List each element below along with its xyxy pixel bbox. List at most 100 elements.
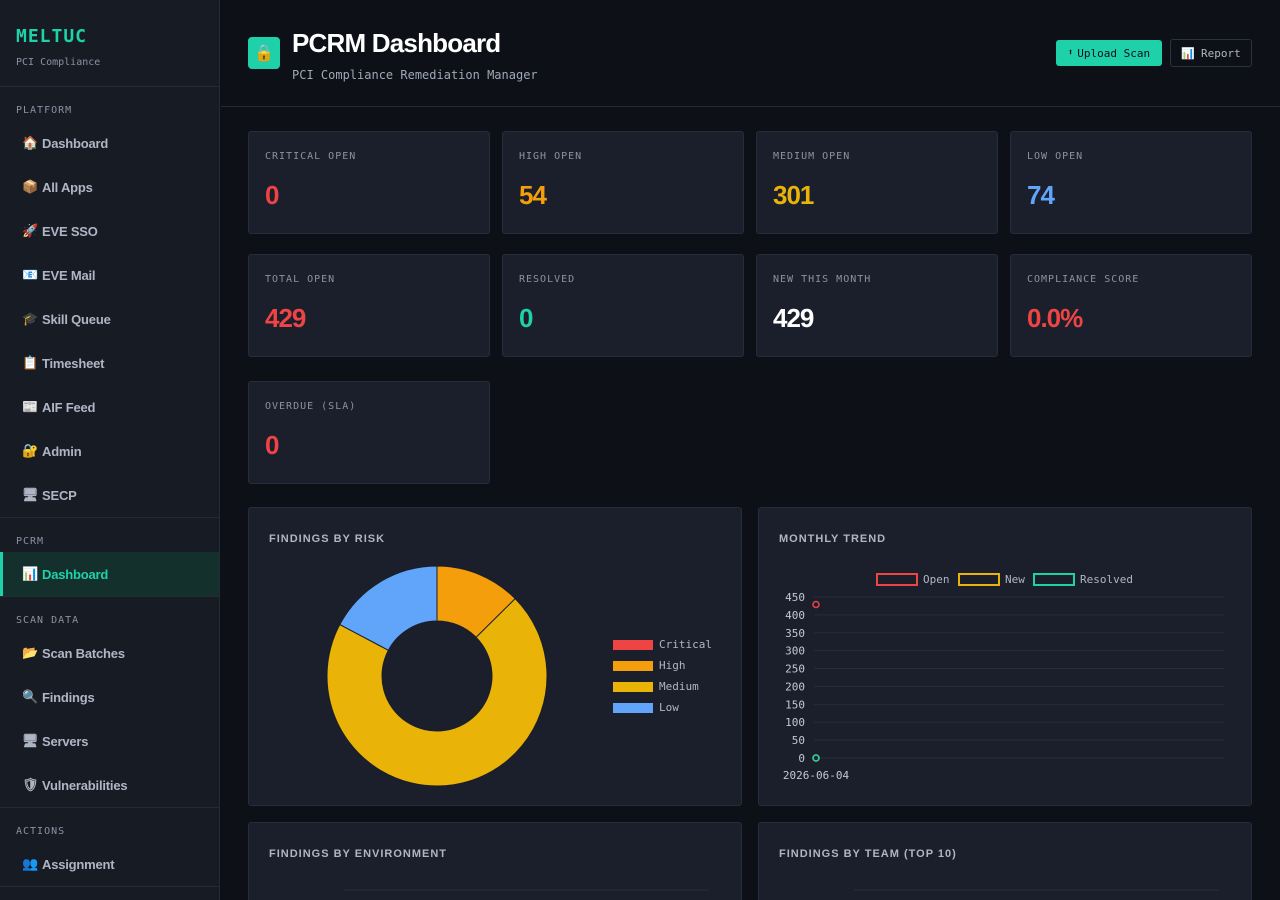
lock-icon: 🔒 bbox=[248, 37, 280, 69]
sidebar-item-label: SECP bbox=[42, 487, 77, 503]
stat-card-resolved: RESOLVED 0 bbox=[502, 254, 744, 357]
donut-slice-medium[interactable] bbox=[326, 597, 548, 787]
folder-icon: 📂 bbox=[22, 645, 38, 660]
report-label: Report bbox=[1200, 46, 1241, 60]
legend-item-new[interactable]: New bbox=[958, 573, 1025, 586]
legend-item-medium[interactable]: Medium bbox=[613, 680, 699, 693]
report-icon: 📊 bbox=[1181, 46, 1195, 60]
environment-chart-area bbox=[344, 889, 709, 891]
stat-label: CRITICAL OPEN bbox=[265, 151, 357, 162]
sidebar-item-all-apps[interactable]: 📦 All Apps bbox=[0, 165, 219, 209]
x-tick-label: 2026-06-04 bbox=[783, 769, 850, 782]
clipboard-icon: 📋 bbox=[22, 355, 38, 370]
legend-item-resolved[interactable]: Resolved bbox=[1033, 573, 1133, 586]
sidebar-item-label: All Apps bbox=[42, 179, 93, 195]
report-button[interactable]: 📊 Report bbox=[1170, 39, 1252, 67]
sidebar-item-label: Admin bbox=[42, 443, 82, 459]
people-icon: 👥 bbox=[22, 856, 38, 871]
donut-slice-low[interactable] bbox=[339, 565, 438, 651]
sidebar-item-timesheet[interactable]: 📋 Timesheet bbox=[0, 341, 219, 385]
sidebar-item-dashboard[interactable]: 📊 Dashboard bbox=[0, 552, 219, 596]
sidebar-item-label: Assignment bbox=[42, 856, 115, 872]
monitor-icon: 🖥 bbox=[22, 487, 39, 502]
point-open[interactable] bbox=[812, 600, 820, 609]
bar-chart-icon: 📊 bbox=[22, 566, 38, 581]
nav-section-title: ACTIONS bbox=[16, 826, 66, 837]
y-tick-label: 350 bbox=[785, 627, 805, 640]
sidebar-item-vulnerabilities[interactable]: 🛡 Vulnerabilities bbox=[0, 763, 219, 807]
sidebar-item-skill-queue[interactable]: 🎓 Skill Queue bbox=[0, 297, 219, 341]
stat-card-compliance-score: COMPLIANCE SCORE 0.0% bbox=[1010, 254, 1252, 357]
nav-section-pcrm: PCRM 📊 Dashboard bbox=[0, 518, 219, 597]
sidebar-item-label: Timesheet bbox=[42, 355, 105, 371]
page-title: PCRM Dashboard bbox=[292, 28, 501, 58]
monthly-trend-panel: MONTHLY TREND Open New Resolved 450 400 350 3… bbox=[758, 507, 1252, 806]
mail-icon: 📧 bbox=[22, 267, 38, 282]
legend-item-open[interactable]: Open bbox=[876, 573, 950, 586]
legend-item-critical[interactable]: Critical bbox=[613, 638, 712, 651]
graduation-cap-icon: 🎓 bbox=[22, 311, 38, 326]
point-resolved[interactable] bbox=[812, 754, 820, 762]
monthly-trend-title: MONTHLY TREND bbox=[779, 533, 887, 545]
stat-value: 74 bbox=[1027, 180, 1055, 210]
house-icon: 🏠 bbox=[22, 135, 38, 150]
nav-section-title: SCAN DATA bbox=[16, 615, 80, 626]
findings-by-team-title: FINDINGS BY TEAM (TOP 10) bbox=[779, 848, 957, 860]
monitor-icon: 🖥 bbox=[22, 733, 39, 748]
findings-by-risk-panel: FINDINGS BY RISK Critical High Medium Low bbox=[248, 507, 742, 806]
nav-section-title: PCRM bbox=[16, 536, 45, 547]
upload-scan-button[interactable]: ⬆ Upload Scan bbox=[1056, 40, 1162, 66]
nav-section-actions: ACTIONS 👥 Assignment bbox=[0, 808, 219, 887]
findings-by-environment-title: FINDINGS BY ENVIRONMENT bbox=[269, 848, 448, 860]
page-header: 🔒 PCRM Dashboard PCI Compliance Remediat… bbox=[221, 0, 1280, 107]
stat-value: 429 bbox=[265, 303, 306, 333]
stat-card-low-open: LOW OPEN 74 bbox=[1010, 131, 1252, 234]
sidebar-item-label: Dashboard bbox=[42, 566, 109, 582]
upload-scan-label: Upload Scan bbox=[1077, 46, 1151, 60]
stat-label: COMPLIANCE SCORE bbox=[1027, 274, 1140, 285]
stat-card-medium-open: MEDIUM OPEN 301 bbox=[756, 131, 998, 234]
sidebar-item-label: Vulnerabilities bbox=[42, 777, 128, 793]
stat-value: 54 bbox=[519, 180, 547, 210]
sidebar-item-scan-batches[interactable]: 📂 Scan Batches bbox=[0, 631, 219, 675]
nav-section-scan-data: SCAN DATA 📂 Scan Batches 🔍 Findings 🖥 Servers 🛡… bbox=[0, 597, 219, 808]
monthly-trend-chart: 450 400 350 300 250 200 150 100 50 0 2026-06-04 bbox=[783, 591, 1224, 782]
legend-item-high[interactable]: High bbox=[613, 659, 686, 672]
legend-swatch bbox=[613, 639, 653, 650]
page-subtitle: PCI Compliance Remediation Manager bbox=[292, 68, 538, 82]
sidebar-item-servers[interactable]: 🖥 Servers bbox=[0, 719, 219, 763]
newspaper-icon: 📰 bbox=[22, 399, 38, 414]
brand-name[interactable]: MELTUC bbox=[16, 26, 88, 47]
stat-value: 0 bbox=[265, 180, 280, 210]
stat-label: RESOLVED bbox=[519, 274, 576, 285]
legend-label: New bbox=[1005, 573, 1025, 586]
risk-donut-chart bbox=[326, 565, 548, 787]
stat-card-critical-open: CRITICAL OPEN 0 bbox=[248, 131, 490, 234]
sidebar-item-findings[interactable]: 🔍 Findings bbox=[0, 675, 219, 719]
brand: MELTUC PCI Compliance bbox=[0, 0, 219, 87]
sidebar-item-label: Dashboard bbox=[42, 135, 109, 151]
sidebar-item-eve-sso[interactable]: 🚀 EVE SSO bbox=[0, 209, 219, 253]
sidebar-item-assignment[interactable]: 👥 Assignment bbox=[0, 842, 219, 886]
sidebar-item-admin[interactable]: 🔐 Admin bbox=[0, 429, 219, 473]
legend-swatch bbox=[613, 660, 653, 671]
shield-icon: 🛡 bbox=[22, 777, 39, 792]
y-tick-label: 250 bbox=[785, 663, 805, 676]
stat-value: 429 bbox=[773, 303, 814, 333]
package-icon: 📦 bbox=[22, 179, 38, 194]
sidebar-item-aif-feed[interactable]: 📰 AIF Feed bbox=[0, 385, 219, 429]
stat-card-new-this-month: NEW THIS MONTH 429 bbox=[756, 254, 998, 357]
sidebar-item-secp[interactable]: 🖥 SECP bbox=[0, 473, 219, 517]
legend-swatch bbox=[958, 573, 1000, 586]
team-chart-area bbox=[854, 889, 1219, 891]
y-tick-label: 300 bbox=[785, 645, 805, 658]
y-tick-label: 0 bbox=[798, 752, 805, 765]
findings-by-team-panel: FINDINGS BY TEAM (TOP 10) bbox=[758, 822, 1252, 900]
sidebar-item-label: AIF Feed bbox=[42, 399, 96, 415]
sidebar-item-eve-mail[interactable]: 📧 EVE Mail bbox=[0, 253, 219, 297]
sidebar-nav: PLATFORM 🏠 Dashboard 📦 All Apps 🚀 EVE SSO 📧 EVE … bbox=[0, 87, 219, 887]
legend-swatch bbox=[876, 573, 918, 586]
legend-item-low[interactable]: Low bbox=[613, 701, 679, 714]
sidebar-item-dashboard[interactable]: 🏠 Dashboard bbox=[0, 121, 219, 165]
lock-key-icon: 🔐 bbox=[22, 443, 38, 458]
